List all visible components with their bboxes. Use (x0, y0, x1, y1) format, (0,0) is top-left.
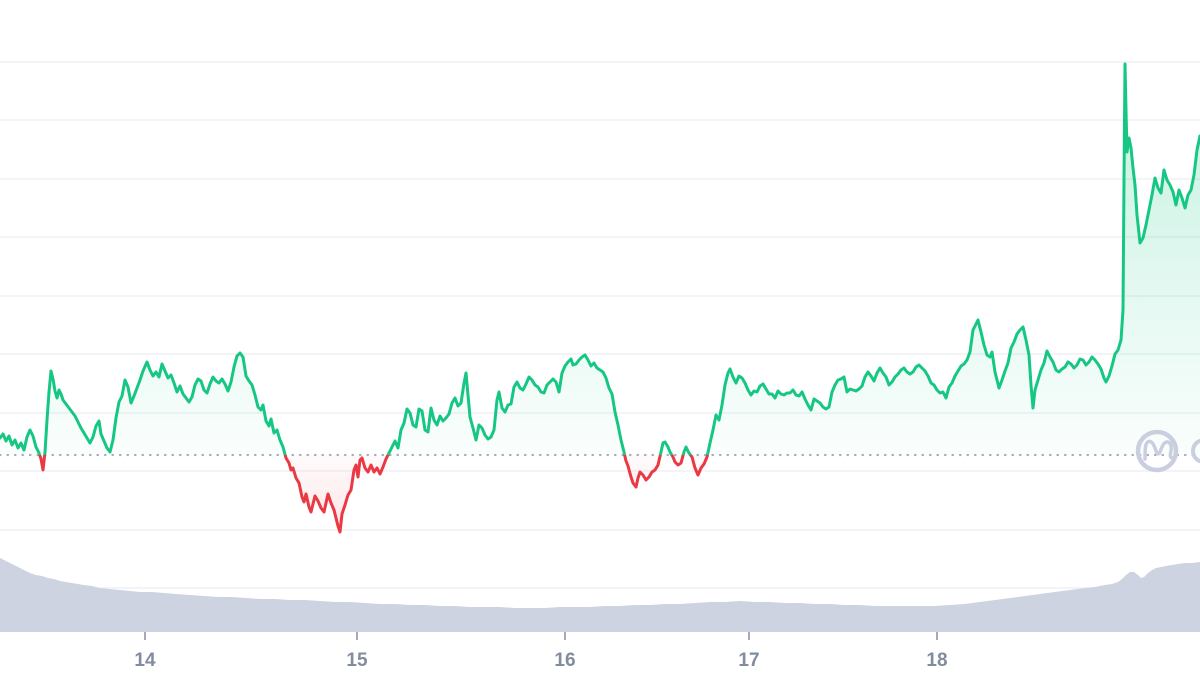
coinmarketcap-watermark (1135, 429, 1200, 473)
x-axis: 14 15 16 17 18 (134, 632, 948, 671)
coinmarketcap-logo-circle-icon (1135, 429, 1179, 473)
coinmarketcap-logo-m-icon (1143, 439, 1176, 461)
x-axis-label: 14 (134, 650, 156, 671)
x-axis-label: 16 (554, 650, 575, 671)
price-line-up (0, 62, 1200, 455)
x-axis-label: 17 (738, 650, 759, 671)
watermark-partial-letter-c (1191, 438, 1200, 464)
x-axis-label: 15 (346, 650, 368, 671)
price-area-down-fill (0, 455, 1200, 532)
volume-area (0, 558, 1200, 632)
x-axis-label: 18 (926, 650, 947, 671)
price-area-up-fill (0, 64, 1200, 455)
